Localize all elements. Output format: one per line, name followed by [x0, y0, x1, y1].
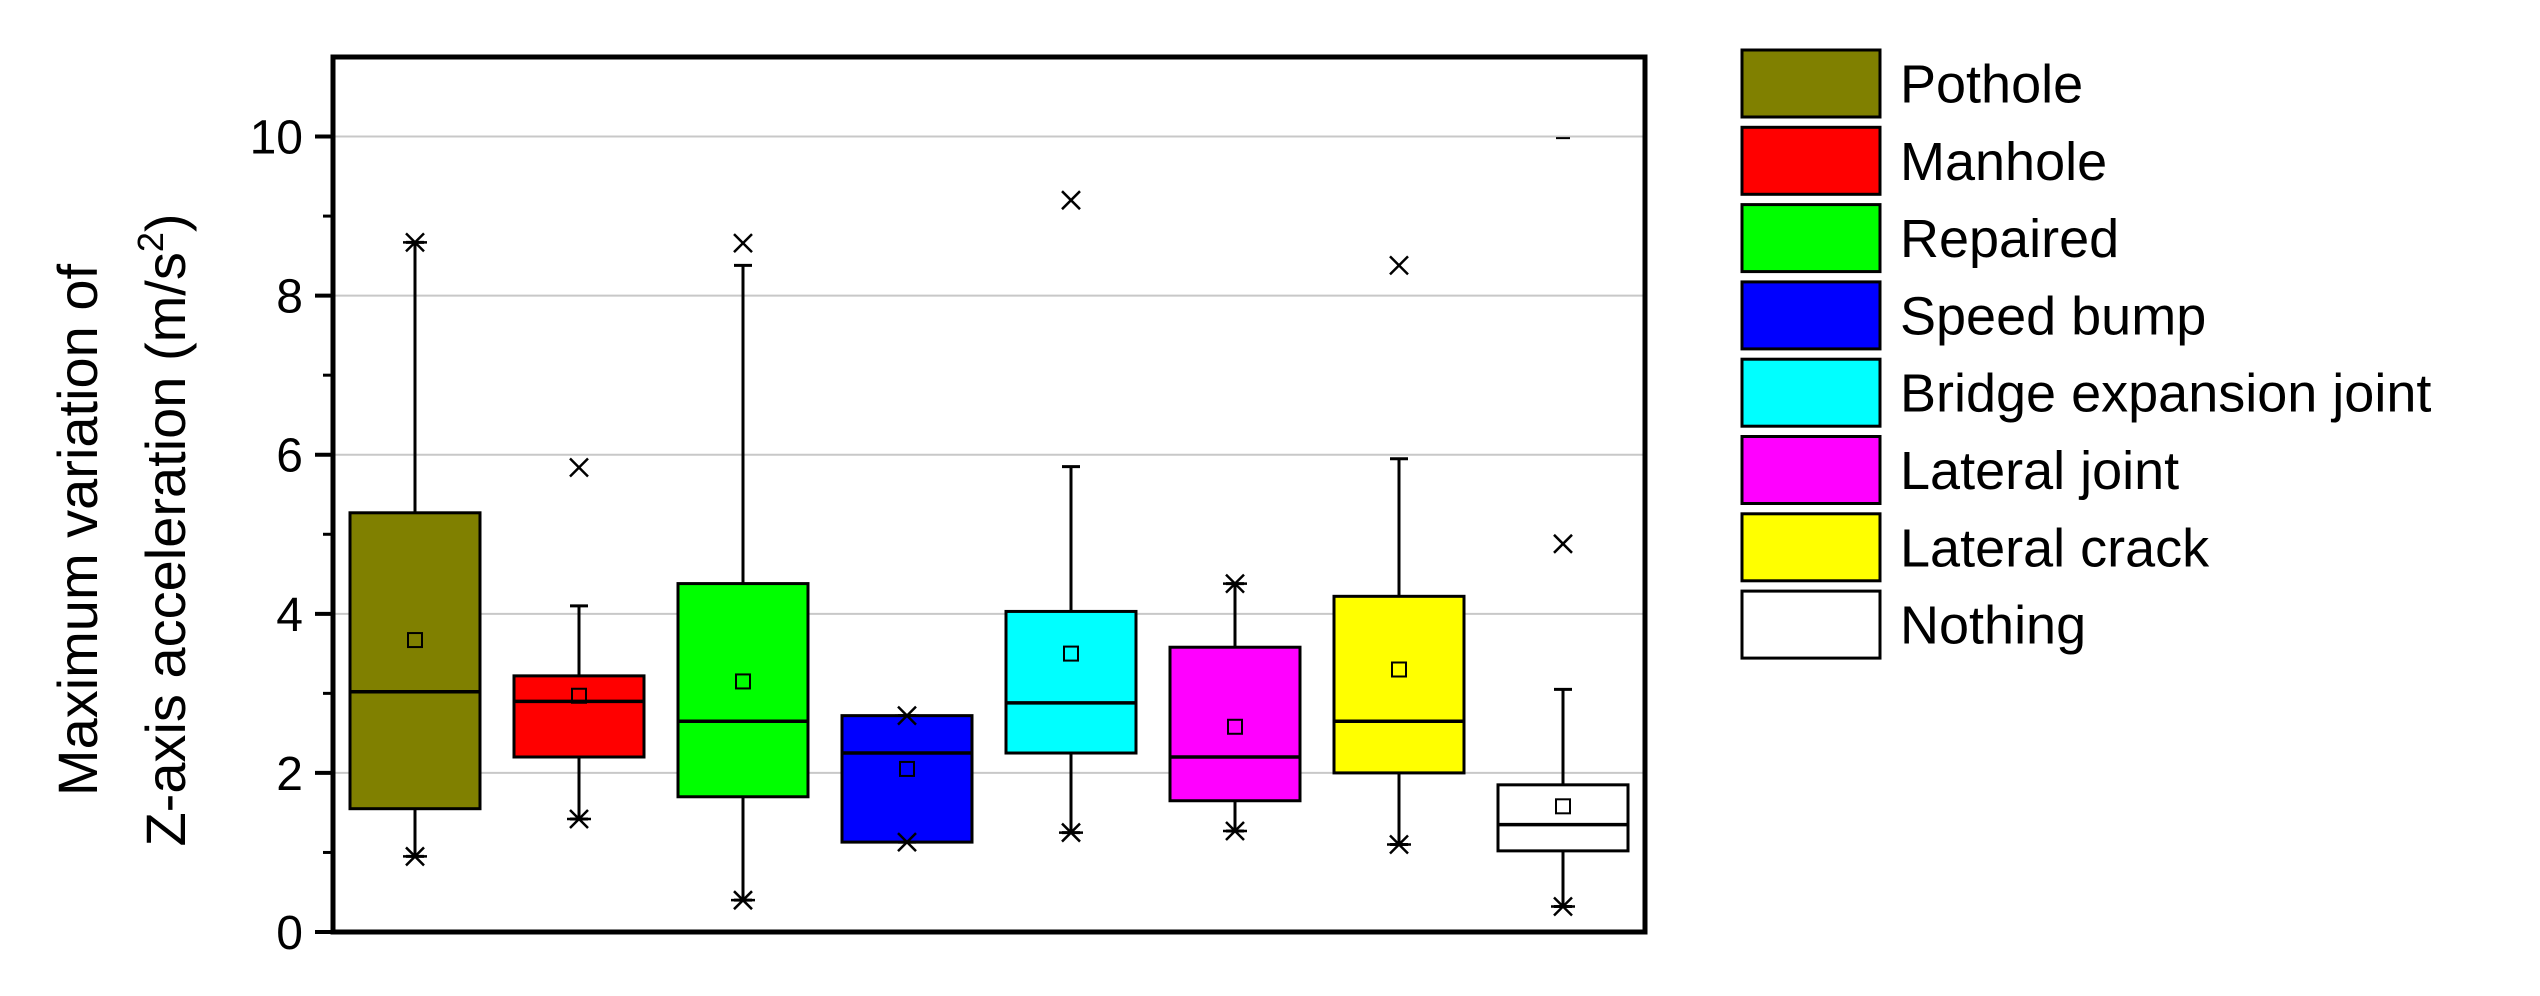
boxes-layer [348, 137, 1630, 917]
y-tick-label: 2 [276, 748, 303, 801]
outlier-marker [1389, 255, 1409, 276]
outlier-marker [1553, 533, 1573, 554]
legend-label: Manhole [1900, 132, 2107, 192]
box-group [1332, 255, 1466, 855]
legend-swatch [1740, 512, 1882, 583]
legend-swatch [1740, 435, 1882, 505]
box [840, 714, 974, 844]
y-tick-label: 6 [276, 430, 303, 483]
box-group [512, 457, 646, 829]
whisker-end-star-marker [1059, 822, 1083, 843]
plot-frame [330, 54, 1648, 935]
whisker-end-star-marker [1387, 834, 1411, 855]
box [348, 511, 482, 811]
outlier-stroke [569, 457, 589, 478]
legend-label: Speed bump [1900, 286, 2206, 346]
box-group [840, 705, 974, 852]
box [512, 674, 646, 759]
box [1332, 594, 1466, 775]
mean-marker [735, 673, 751, 690]
axes: 0 2 4 6 8 10 [250, 54, 1648, 960]
outlier-marker [569, 457, 589, 478]
y-axis-label-line1: Maximum variation of [46, 263, 109, 796]
whisker-end-star-marker [731, 890, 755, 911]
box [1496, 783, 1630, 853]
legend-entry: Lateral crack [1740, 512, 2210, 583]
legend-swatch [1740, 125, 1882, 196]
box-group [1496, 137, 1630, 917]
legend-swatch [1740, 280, 1882, 351]
legend-label: Lateral crack [1900, 518, 2210, 578]
legend-swatch [1740, 589, 1882, 660]
y-tick-label: 0 [276, 907, 303, 960]
legend: Pothole Manhole Repaired Speed bump Bridge e… [1740, 48, 2431, 660]
outlier-marker [733, 233, 753, 254]
outlier-stroke [1553, 533, 1573, 554]
legend-entry: Manhole [1740, 125, 2107, 196]
outlier-marker [1061, 190, 1081, 211]
legend-label: Bridge expansion joint [1900, 364, 2431, 424]
box [676, 582, 810, 799]
legend-label: Nothing [1900, 596, 2086, 656]
box [1168, 645, 1302, 803]
legend-swatch [1740, 357, 1882, 428]
mean-marker [1555, 798, 1571, 815]
legend-entry: Nothing [1740, 589, 2086, 660]
outlier-stroke [733, 233, 753, 254]
box-group [676, 233, 810, 911]
whisker-end-star-marker [567, 809, 591, 829]
box-group [1004, 190, 1138, 843]
legend-entry: Speed bump [1740, 280, 2206, 351]
legend-entry: Pothole [1740, 48, 2083, 119]
y-axis-label-exponent: 2 [130, 232, 171, 252]
outlier-stroke [1061, 190, 1081, 211]
mean-marker [1063, 645, 1079, 662]
mean-marker [1391, 661, 1407, 678]
box-group [348, 232, 482, 867]
whisker-end-star-marker [895, 705, 919, 726]
legend-label: Pothole [1900, 55, 2083, 115]
mean-marker [407, 632, 423, 649]
legend-label: Lateral joint [1900, 441, 2179, 501]
outlier-stroke [1389, 255, 1409, 276]
legend-label: Repaired [1900, 209, 2119, 269]
box-group [1168, 573, 1302, 841]
box [1004, 609, 1138, 755]
y-axis-label-line2-main: Z-axis acceleration (m/s [134, 252, 197, 846]
whisker-end-star-marker [403, 232, 427, 253]
y-axis-label-close-paren: ) [134, 213, 197, 232]
legend-entry: Repaired [1740, 203, 2119, 274]
y-axis-label-line2: Z-axis acceleration (m/s2) [130, 213, 197, 846]
whisker-end-star-marker [895, 832, 919, 852]
y-tick-label: 10 [250, 112, 303, 165]
y-tick-label: 4 [276, 589, 303, 642]
mean-marker [1227, 718, 1243, 735]
legend-entry: Lateral joint [1740, 435, 2179, 505]
whisker-end-star-marker [403, 846, 427, 867]
legend-swatch [1740, 48, 1882, 119]
whisker-end-star-marker [1551, 896, 1575, 917]
y-tick-label: 8 [276, 271, 303, 324]
legend-swatch [1740, 203, 1882, 274]
mean-marker [899, 760, 915, 777]
mean-marker [571, 687, 587, 704]
whisker-end-star-marker [1223, 821, 1247, 841]
whisker-end-star-marker [1223, 573, 1247, 594]
legend-entry: Bridge expansion joint [1740, 357, 2431, 428]
